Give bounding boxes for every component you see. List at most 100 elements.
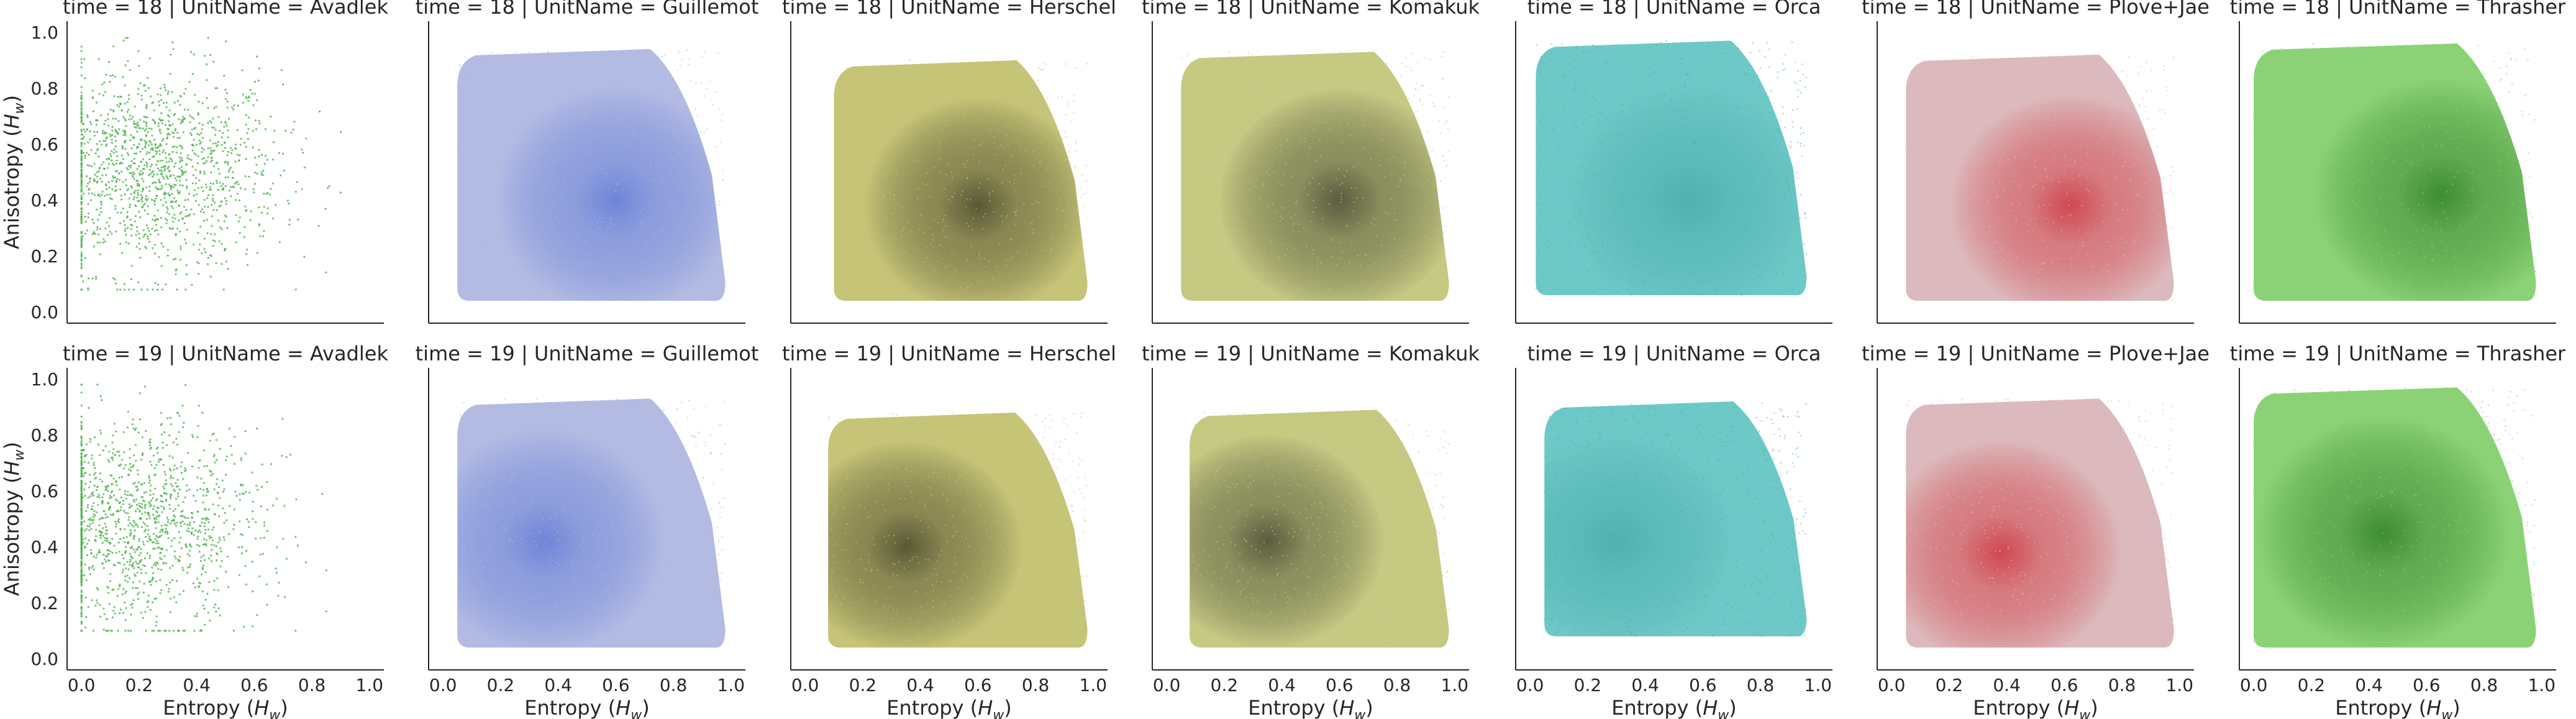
scatter-point [694, 288, 696, 291]
scatter-point [116, 170, 118, 172]
scatter-point [218, 240, 221, 242]
scatter-point [2425, 84, 2427, 86]
scatter-point [1555, 109, 1557, 111]
scatter-point [1954, 243, 1957, 245]
scatter-point [2377, 284, 2379, 286]
scatter-point [1395, 117, 1396, 119]
scatter-point [111, 180, 114, 182]
scatter-point [1771, 175, 1773, 177]
scatter-point [1784, 245, 1786, 247]
scatter-point [288, 223, 291, 226]
scatter-point [2086, 177, 2088, 179]
scatter-point [99, 207, 102, 209]
scatter-point [2457, 137, 2459, 139]
scatter-point [874, 162, 876, 164]
scatter-point [139, 173, 141, 176]
scatter-point [1673, 77, 1676, 79]
scatter-point [2054, 145, 2055, 147]
scatter-point [513, 121, 515, 122]
scatter-point [2313, 78, 2314, 80]
scatter-point [283, 170, 285, 172]
scatter-point [1602, 133, 1604, 135]
scatter-point [104, 91, 106, 93]
scatter-point [1422, 286, 1424, 288]
scatter-point [856, 85, 858, 87]
scatter-point [147, 87, 150, 89]
scatter-point [1217, 76, 1219, 78]
scatter-point [165, 101, 168, 104]
scatter-point [1255, 288, 1257, 290]
scatter-point [1645, 231, 1647, 234]
scatter-point [2470, 285, 2472, 287]
scatter-point [180, 524, 182, 528]
scatter-point [1213, 150, 1215, 152]
scatter-point [109, 193, 111, 196]
scatter-point [111, 126, 114, 128]
scatter-point [105, 173, 107, 176]
scatter-point [2364, 293, 2365, 295]
scatter-point [221, 263, 223, 265]
scatter-point [2384, 127, 2387, 129]
scatter-point [1680, 127, 1682, 129]
scatter-point [1349, 262, 1350, 264]
scatter-point [1929, 235, 1931, 237]
scatter-point [1034, 106, 1036, 108]
scatter-point [2357, 116, 2359, 119]
scatter-point [1542, 117, 1544, 119]
scatter-point [2378, 85, 2380, 86]
scatter-point [590, 202, 592, 204]
scatter-point [168, 213, 170, 216]
scatter-point [1292, 230, 1294, 232]
scatter-point [153, 467, 156, 469]
scatter-point [926, 117, 928, 119]
scatter-point [989, 291, 991, 294]
scatter-point [96, 226, 99, 229]
scatter-point [2085, 64, 2087, 66]
scatter-point [722, 179, 724, 181]
scatter-point [1316, 291, 1318, 293]
scatter-point [2134, 241, 2136, 243]
scatter-point [1052, 169, 1054, 171]
scatter-point [1700, 170, 1701, 172]
scatter-point [605, 239, 607, 240]
scatter-point [2455, 75, 2458, 77]
scatter-point [114, 117, 117, 120]
scatter-point [1804, 86, 1806, 88]
scatter-point [1535, 287, 1537, 290]
scatter-point [238, 199, 241, 201]
scatter-point [1203, 233, 1205, 235]
scatter-point [2064, 87, 2065, 89]
scatter-point [1800, 80, 1801, 81]
scatter-point [2081, 204, 2083, 207]
scatter-point [1049, 182, 1050, 184]
scatter-point [1988, 286, 1990, 288]
scatter-point [2349, 139, 2351, 140]
scatter-point [2011, 143, 2013, 145]
scatter-point [1970, 186, 1972, 188]
scatter-point [1689, 78, 1691, 80]
scatter-point [196, 261, 198, 263]
scatter-point [970, 199, 972, 201]
scatter-point [126, 101, 129, 103]
scatter-point [1031, 287, 1032, 289]
scatter-point [211, 204, 213, 206]
scatter-point [606, 173, 608, 175]
scatter-point [1198, 292, 1199, 295]
scatter-point [1782, 69, 1784, 71]
scatter-point [2455, 108, 2458, 110]
scatter-point [2508, 191, 2510, 193]
scatter-point [2045, 66, 2047, 68]
scatter-point [1990, 136, 1992, 139]
scatter-point [163, 178, 165, 180]
scatter-point [1290, 97, 1291, 99]
scatter-point [2434, 296, 2436, 298]
scatter-point [317, 225, 320, 227]
scatter-point [147, 227, 150, 229]
scatter-point [1601, 263, 1603, 265]
scatter-point [1765, 265, 1767, 268]
scatter-point [157, 547, 159, 549]
scatter-point [876, 250, 878, 252]
scatter-point [198, 262, 200, 265]
scatter-point [2302, 80, 2304, 82]
scatter-point [106, 516, 109, 518]
